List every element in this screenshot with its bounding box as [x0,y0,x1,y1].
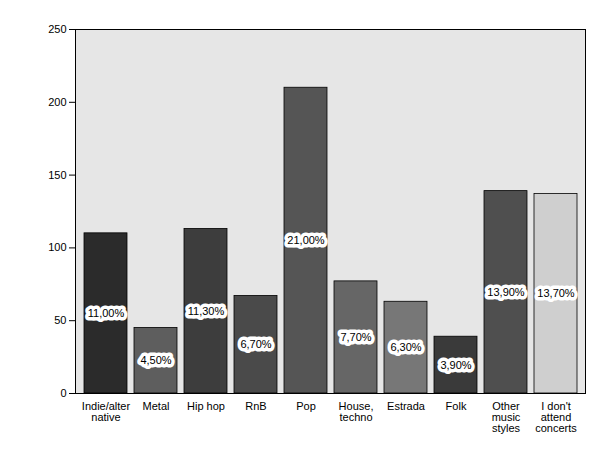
svg-text:Hip hop: Hip hop [187,400,225,412]
svg-text:250: 250 [48,23,66,35]
svg-text:Othermusicstyles: Othermusicstyles [492,400,521,434]
svg-text:50: 50 [54,314,66,326]
svg-text:Pop: Pop [296,400,316,412]
svg-text:4,50%: 4,50% [140,354,171,366]
svg-text:13,70%: 13,70% [537,287,575,299]
svg-text:3,90%: 3,90% [440,359,471,371]
svg-text:0: 0 [60,387,66,399]
svg-text:6,30%: 6,30% [390,341,421,353]
svg-text:11,00%: 11,00% [88,307,125,319]
svg-text:House,techno: House,techno [339,400,374,423]
svg-text:I don'tattendconcerts: I don'tattendconcerts [535,400,577,434]
svg-text:6,70%: 6,70% [240,338,271,350]
svg-text:100: 100 [48,241,66,253]
svg-text:150: 150 [48,169,66,181]
svg-text:13,90%: 13,90% [487,286,525,298]
svg-text:Metal: Metal [143,400,170,412]
svg-text:200: 200 [48,96,66,108]
svg-text:Indie/alternative: Indie/alternative [82,400,131,423]
svg-text:RnB: RnB [245,400,266,412]
svg-text:21,00%: 21,00% [287,234,325,246]
svg-text:Estrada: Estrada [387,400,426,412]
svg-text:7,70%: 7,70% [340,331,371,343]
svg-text:Folk: Folk [446,400,467,412]
svg-text:11,30%: 11,30% [188,305,225,317]
